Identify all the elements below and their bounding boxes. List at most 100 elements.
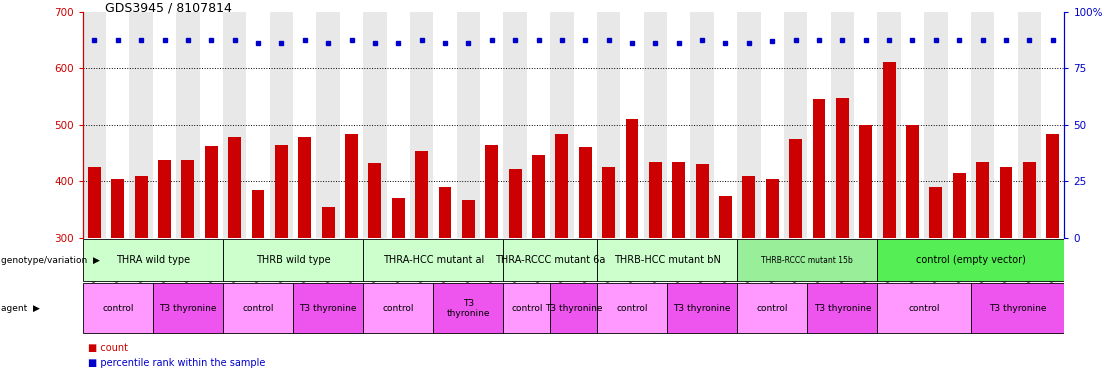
- Bar: [807, 12, 831, 238]
- Bar: [317, 12, 340, 238]
- Bar: [153, 12, 176, 238]
- Bar: [83, 283, 153, 333]
- Bar: [410, 12, 433, 238]
- Bar: [602, 167, 615, 238]
- Bar: [649, 162, 662, 238]
- Bar: [901, 12, 924, 238]
- Text: T3 thyronine: T3 thyronine: [299, 304, 357, 313]
- Bar: [340, 12, 363, 238]
- Text: THRB wild type: THRB wild type: [256, 255, 331, 265]
- Bar: [485, 145, 499, 238]
- Bar: [439, 187, 451, 238]
- Text: THRB-HCC mutant bN: THRB-HCC mutant bN: [613, 255, 720, 265]
- Bar: [597, 239, 737, 281]
- Bar: [877, 12, 901, 238]
- Bar: [836, 98, 849, 238]
- Bar: [129, 12, 153, 238]
- Bar: [293, 12, 317, 238]
- Bar: [994, 12, 1018, 238]
- Bar: [1022, 162, 1036, 238]
- Bar: [462, 200, 474, 238]
- Bar: [714, 12, 737, 238]
- Bar: [579, 147, 591, 238]
- Bar: [737, 239, 877, 281]
- Bar: [106, 12, 129, 238]
- Bar: [877, 283, 971, 333]
- Bar: [88, 167, 100, 238]
- Text: THRB-RCCC mutant 15b: THRB-RCCC mutant 15b: [761, 256, 853, 265]
- Bar: [503, 239, 597, 281]
- Bar: [480, 12, 503, 238]
- Bar: [813, 99, 825, 238]
- Bar: [275, 145, 288, 238]
- Bar: [673, 162, 685, 238]
- Text: T3 thyronine: T3 thyronine: [673, 304, 731, 313]
- Bar: [597, 12, 620, 238]
- Text: control: control: [617, 304, 647, 313]
- Bar: [696, 164, 708, 238]
- Bar: [508, 169, 522, 238]
- Bar: [550, 12, 574, 238]
- Bar: [153, 283, 223, 333]
- Bar: [1041, 12, 1064, 238]
- Bar: [765, 179, 779, 238]
- Text: T3
thyronine: T3 thyronine: [447, 299, 490, 318]
- Bar: [719, 195, 732, 238]
- Text: ■ percentile rank within the sample: ■ percentile rank within the sample: [88, 358, 266, 368]
- Bar: [784, 12, 807, 238]
- Bar: [1018, 12, 1041, 238]
- Bar: [386, 12, 410, 238]
- Bar: [742, 176, 756, 238]
- Text: control (empty vector): control (empty vector): [915, 255, 1026, 265]
- Bar: [574, 12, 597, 238]
- Bar: [859, 125, 872, 238]
- Bar: [176, 12, 200, 238]
- Text: control: control: [511, 304, 543, 313]
- Bar: [854, 12, 877, 238]
- Bar: [976, 162, 989, 238]
- Bar: [83, 239, 223, 281]
- Bar: [322, 207, 334, 238]
- Bar: [625, 119, 639, 238]
- Bar: [882, 63, 896, 238]
- Bar: [807, 283, 877, 333]
- Bar: [433, 12, 457, 238]
- Bar: [1047, 134, 1059, 238]
- Bar: [597, 283, 667, 333]
- Text: control: control: [909, 304, 940, 313]
- Bar: [667, 12, 690, 238]
- Bar: [550, 283, 597, 333]
- Bar: [532, 155, 545, 238]
- Bar: [270, 12, 293, 238]
- Bar: [789, 139, 802, 238]
- Bar: [228, 137, 242, 238]
- Text: THRA-HCC mutant al: THRA-HCC mutant al: [383, 255, 484, 265]
- Bar: [158, 160, 171, 238]
- Bar: [135, 176, 148, 238]
- Bar: [503, 12, 527, 238]
- Bar: [737, 283, 807, 333]
- Bar: [877, 239, 1064, 281]
- Bar: [457, 12, 480, 238]
- Bar: [690, 12, 714, 238]
- Text: control: control: [757, 304, 788, 313]
- Bar: [205, 146, 217, 238]
- Bar: [368, 163, 382, 238]
- Bar: [223, 12, 246, 238]
- Text: control: control: [383, 304, 414, 313]
- Bar: [527, 12, 550, 238]
- Bar: [111, 179, 125, 238]
- Bar: [667, 283, 737, 333]
- Bar: [953, 173, 965, 238]
- Text: THRA wild type: THRA wild type: [116, 255, 190, 265]
- Bar: [644, 12, 667, 238]
- Text: T3 thyronine: T3 thyronine: [989, 304, 1047, 313]
- Bar: [293, 283, 363, 333]
- Bar: [223, 283, 293, 333]
- Bar: [971, 283, 1064, 333]
- Text: THRA-RCCC mutant 6a: THRA-RCCC mutant 6a: [495, 255, 606, 265]
- Bar: [223, 239, 363, 281]
- Text: T3 thyronine: T3 thyronine: [159, 304, 216, 313]
- Text: GDS3945 / 8107814: GDS3945 / 8107814: [105, 2, 232, 15]
- Bar: [947, 12, 971, 238]
